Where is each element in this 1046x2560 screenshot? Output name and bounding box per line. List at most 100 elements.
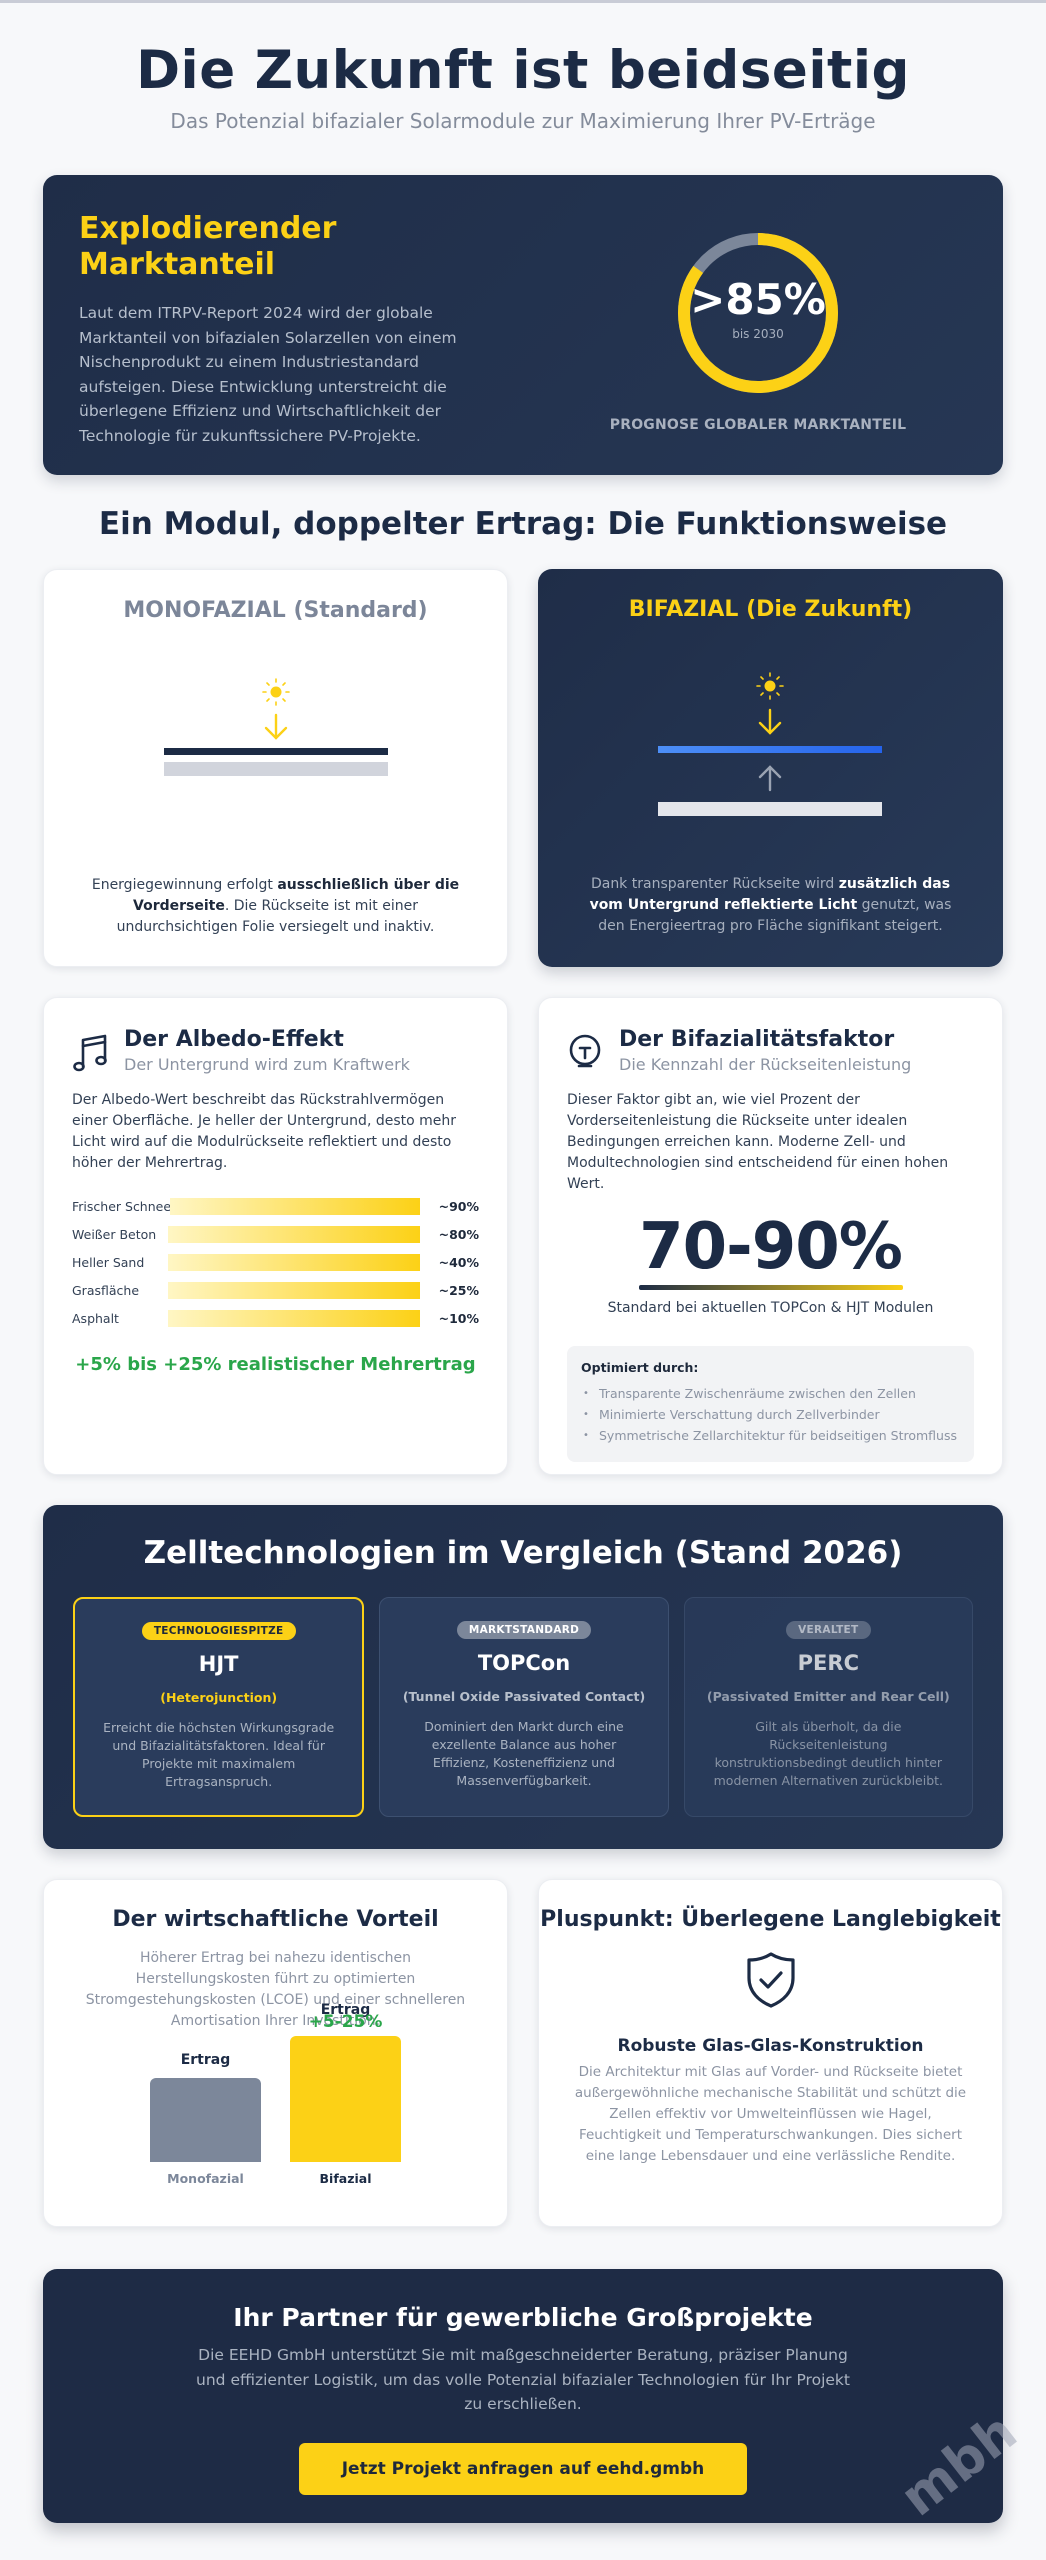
bifaciality-subtitle: Die Kennzahl der Rückseitenleistung — [619, 1055, 912, 1074]
benefits: Der wirtschaftliche Vorteil Höherer Ertr… — [43, 1879, 1003, 2227]
value-underline — [638, 1285, 903, 1290]
yield-chart: Ertrag Monofazial Ertrag +5-25% Bifazial — [44, 2002, 507, 2210]
bar-label: Bifazial — [319, 2171, 372, 2186]
tech-description: Dominiert den Markt durch eine exzellent… — [424, 1719, 624, 1788]
page-subtitle: Das Potenzial bifazialer Solarmodule zur… — [170, 109, 876, 133]
bifacial-card: BIFAZIAL (Die Zukunft) — [538, 569, 1003, 967]
tech-name: TOPCon — [477, 1651, 571, 1675]
list-item: Minimierte Verschattung durch Zellverbin… — [581, 1404, 960, 1425]
albedo-subtitle: Der Untergrund wird zum Kraftwerk — [124, 1055, 410, 1074]
hero-stat: >85% bis 2030 PROGNOSE GLOBALER MARKTANT… — [489, 211, 967, 439]
durability-title: Pluspunkt: Überlegene Langlebigkeit — [540, 1907, 1001, 1932]
page-header: Die Zukunft ist beidseitig Das Potenzial… — [43, 3, 1003, 133]
albedo-card: Der Albedo-Effekt Der Untergrund wird zu… — [43, 997, 508, 1475]
tech-badge: TECHNOLOGIESPITZE — [141, 1622, 296, 1640]
cta-body: Die EEHD GmbH unterstützt Sie mit maßges… — [196, 2346, 850, 2413]
bar-top-label: Ertrag — [320, 2002, 371, 2018]
albedo-body: Der Albedo-Wert beschreibt das Rückstrah… — [72, 1092, 457, 1171]
bar-label: Monofazial — [167, 2171, 244, 2186]
bifacial-diagram — [658, 672, 882, 816]
lightbulb-icon — [569, 1034, 601, 1068]
bifaciality-caption: Standard bei aktuellen TOPCon & HJT Modu… — [607, 1300, 934, 1316]
shield-check-icon — [746, 1952, 795, 2008]
economy-body: Höherer Ertrag bei nahezu identischen He… — [85, 1950, 466, 2029]
albedo-row: Heller Sand ~40% — [72, 1253, 479, 1271]
tech-title: Zelltechnologien im Vergleich (Stand 202… — [143, 1535, 903, 1571]
tech-full-name: (Tunnel Oxide Passivated Contact) — [402, 1689, 646, 1704]
feature-cards: Der Albedo-Effekt Der Untergrund wird zu… — [43, 997, 1003, 1475]
bifaciality-value: 70-90% — [639, 1210, 903, 1284]
hero-text: Explodierender Marktanteil Laut dem ITRP… — [79, 211, 489, 445]
optimized-title: Optimiert durch: — [581, 1360, 699, 1375]
market-share-year: bis 2030 — [732, 327, 784, 341]
how-it-works: MONOFAZIAL (Standard) — [43, 569, 1003, 967]
bar-top-label: Ertrag — [180, 2052, 231, 2068]
bifaciality-body: Dieser Faktor gibt an, wie viel Prozent … — [567, 1092, 949, 1192]
bar-monofacial: Ertrag Monofazial — [150, 2052, 261, 2186]
monofacial-title: MONOFAZIAL (Standard) — [123, 598, 428, 623]
bifacial-title: BIFAZIAL (Die Zukunft) — [628, 597, 913, 622]
tech-name: PERC — [797, 1651, 859, 1675]
monofacial-card: MONOFAZIAL (Standard) — [43, 569, 508, 967]
albedo-bars: Frischer Schnee ~90% Weißer Beton ~80% Hel… — [72, 1192, 479, 1332]
albedo-highlight: +5% bis +25% realistischer Mehrertrag — [75, 1354, 476, 1375]
tech-card-perc: VERALTET PERC (Passivated Emitter and Re… — [683, 1597, 973, 1817]
bifaciality-header: Der Bifazialitätsfaktor Die Kennzahl der… — [567, 1026, 974, 1076]
donut-ring-icon — [678, 233, 838, 393]
cta-section: Ihr Partner für gewerbliche Großprojekte… — [43, 2269, 1003, 2523]
albedo-bar — [168, 1309, 421, 1327]
market-share-value: >85% — [690, 275, 826, 324]
albedo-row: Grasfläche ~25% — [72, 1281, 479, 1299]
albedo-bar — [170, 1197, 421, 1215]
tech-card-topcon: MARKTSTANDARD TOPCon (Tunnel Oxide Passi… — [379, 1597, 669, 1817]
optimized-list: Transparente Zwischenräume zwischen den … — [581, 1383, 960, 1446]
tech-full-name: (Heterojunction) — [160, 1690, 278, 1705]
monofacial-description: Energiegewinnung erfolgt ausschließlich … — [91, 877, 460, 935]
albedo-row: Asphalt ~10% — [72, 1309, 479, 1327]
market-share-hero: Explodierender Marktanteil Laut dem ITRP… — [43, 175, 1003, 475]
albedo-row: Frischer Schnee ~90% — [72, 1197, 479, 1215]
sun-icon — [262, 678, 290, 706]
bar-increase-label: +5-25% — [308, 2012, 383, 2032]
optimized-box: Optimiert durch: Transparente Zwischenrä… — [567, 1346, 974, 1462]
economy-card: Der wirtschaftliche Vorteil Höherer Ertr… — [43, 1879, 508, 2227]
market-share-donut: >85% bis 2030 — [676, 231, 840, 395]
how-section-title: Ein Modul, doppelter Ertrag: Die Funktio… — [98, 506, 948, 542]
tech-card-hjt: TECHNOLOGIESPITZE HJT (Heterojunction) E… — [73, 1597, 365, 1817]
durability-card: Pluspunkt: Überlegene Langlebigkeit Robu… — [538, 1879, 1003, 2227]
tech-badge: VERALTET — [786, 1621, 871, 1639]
arrow-down-icon — [758, 708, 782, 735]
page: Die Zukunft ist beidseitig Das Potenzial… — [43, 3, 1003, 2523]
list-item: Symmetrische Zellarchitektur für beidsei… — [581, 1425, 960, 1446]
cell-tech-comparison: Zelltechnologien im Vergleich (Stand 202… — [43, 1505, 1003, 1849]
bifaciality-stat: 70-90% Standard bei aktuellen TOPCon & H… — [567, 1211, 974, 1316]
sun-icon — [756, 672, 784, 700]
tech-name: HJT — [198, 1652, 239, 1676]
hero-body: Laut dem ITRPV-Report 2024 wird der glob… — [79, 304, 457, 445]
cta-title: Ihr Partner für gewerbliche Großprojekte — [233, 2303, 813, 2332]
albedo-header: Der Albedo-Effekt Der Untergrund wird zu… — [72, 1026, 479, 1076]
tech-description: Gilt als überholt, da die Rückseitenleis… — [713, 1719, 944, 1788]
market-share-caption: PROGNOSE GLOBALER MARKTANTEIL — [609, 417, 907, 433]
music-note-icon — [73, 1034, 107, 1072]
arrow-down-icon — [264, 713, 288, 740]
albedo-bar — [168, 1253, 421, 1271]
tech-description: Erreicht die höchsten Wirkungsgrade und … — [103, 1720, 335, 1789]
tech-badge: MARKTSTANDARD — [456, 1621, 592, 1639]
economy-title: Der wirtschaftliche Vorteil — [112, 1907, 439, 1932]
albedo-bar — [168, 1281, 421, 1299]
durability-subtitle: Robuste Glas-Glas-Konstruktion — [617, 2036, 924, 2056]
bifaciality-title: Der Bifazialitätsfaktor — [619, 1027, 895, 1052]
albedo-bar — [168, 1225, 421, 1243]
albedo-title: Der Albedo-Effekt — [124, 1027, 344, 1052]
arrow-up-icon — [758, 765, 782, 792]
bifacial-description: Dank transparenter Rückseite wird zusätz… — [589, 876, 952, 934]
list-item: Transparente Zwischenräume zwischen den … — [581, 1383, 960, 1404]
bifaciality-card: Der Bifazialitätsfaktor Die Kennzahl der… — [538, 997, 1003, 1475]
albedo-row: Weißer Beton ~80% — [72, 1225, 479, 1243]
tech-full-name: (Passivated Emitter and Rear Cell) — [706, 1689, 950, 1704]
bar-bifacial: Ertrag +5-25% Bifazial — [290, 2002, 401, 2186]
durability-body: Die Architektur mit Glas auf Vorder- und… — [574, 2064, 967, 2164]
request-project-button[interactable]: Jetzt Projekt anfragen auf eehd.gmbh — [299, 2442, 747, 2495]
hero-title: Explodierender Marktanteil — [79, 211, 337, 282]
